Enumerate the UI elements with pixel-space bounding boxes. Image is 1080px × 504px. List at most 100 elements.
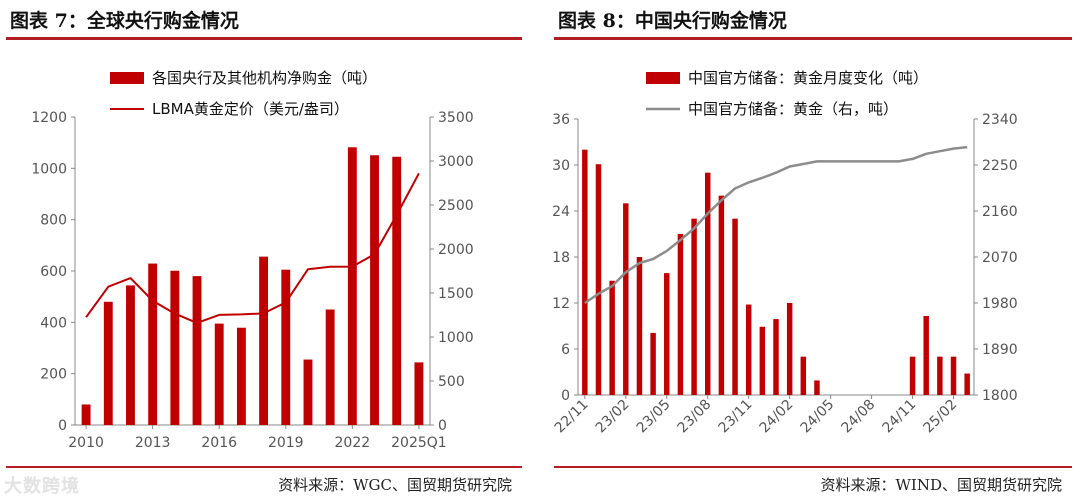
left-bar xyxy=(126,285,135,425)
left-x-tick-label: 2022 xyxy=(335,435,371,451)
right-bar xyxy=(909,356,916,395)
right-bar xyxy=(664,273,670,395)
right-bar xyxy=(691,218,697,395)
right-bar xyxy=(582,149,588,395)
left-legend-line-label: LBMA黄金定价（美元/盎司） xyxy=(152,100,349,118)
left-bar xyxy=(148,263,158,425)
right-y-right-tick-label: 2340 xyxy=(982,112,1018,128)
bottom-rule-left xyxy=(6,466,522,468)
right-legend-bar-swatch xyxy=(646,72,680,84)
left-y-left-tick-label: 0 xyxy=(58,418,67,434)
right-y-right-tick-label: 2160 xyxy=(982,204,1018,220)
right-x-tick-label: 23/08 xyxy=(675,397,715,437)
left-x-tick-label: 2010 xyxy=(68,435,104,451)
right-bar xyxy=(595,164,602,395)
right-x-tick-label: 22/11 xyxy=(552,397,592,437)
left-y-right-tick-label: 1500 xyxy=(438,286,474,302)
left-bar xyxy=(414,362,424,425)
right-bar xyxy=(786,303,793,395)
left-bar xyxy=(281,269,291,425)
chart-title-left: 图表 7：全球央行购金情况 xyxy=(10,10,239,32)
right-bar xyxy=(704,172,711,395)
left-bar xyxy=(236,327,246,425)
left-y-right-tick-label: 500 xyxy=(438,374,465,390)
left-y-right-tick-label: 2000 xyxy=(438,242,474,258)
left-y-right-tick-label: 3500 xyxy=(438,110,474,126)
left-panel: 图表 7：全球央行购金情况 0 200 400 600 800 1000 1200 0 500 1… xyxy=(0,0,530,504)
right-y-left-tick-label: 12 xyxy=(552,296,570,312)
right-line-series xyxy=(584,145,968,305)
right-x-tick-label: 24/08 xyxy=(839,397,879,437)
right-x-tick-label: 25/02 xyxy=(920,397,960,437)
left-y-left-tick-label: 1000 xyxy=(31,161,67,177)
right-bar xyxy=(759,326,766,395)
right-x-tick-label: 24/02 xyxy=(757,397,797,437)
left-bar xyxy=(392,156,402,425)
right-y-right-tick-label: 1890 xyxy=(982,342,1018,358)
left-y-left-tick-label: 800 xyxy=(40,213,67,229)
right-y-left-tick-label: 6 xyxy=(561,342,570,358)
right-bar xyxy=(609,280,615,395)
right-bar xyxy=(950,356,957,395)
left-bar xyxy=(81,404,91,425)
left-legend-bar-label: 各国央行及其他机构净购金（吨） xyxy=(152,69,377,87)
right-y-left-tick-label: 36 xyxy=(552,112,570,128)
left-x-tick-label: 2016 xyxy=(201,435,237,451)
watermark-logo: 大数跨境 xyxy=(4,476,80,497)
left-bar xyxy=(370,155,379,425)
right-x-tick-label: 23/02 xyxy=(593,397,633,437)
left-bar xyxy=(325,309,335,425)
right-x-tick-label: 23/05 xyxy=(634,397,674,437)
right-legend-line-label: 中国官方储备：黄金（右，吨） xyxy=(688,100,898,118)
right-bar xyxy=(937,356,943,395)
left-y-right-tick-label: 1000 xyxy=(438,330,474,346)
source-note-right: 资料来源：WIND、国贸期货研究院 xyxy=(820,476,1063,494)
right-panel: 图表 8：中国央行购金情况 0 6 12 18 24 30 36 1800 1890 1980 20… xyxy=(548,0,1080,504)
chart-title-right: 图表 8：中国央行购金情况 xyxy=(558,10,787,32)
right-y-right-tick-label: 1980 xyxy=(982,296,1018,312)
right-x-tick-label: 23/11 xyxy=(716,397,756,437)
right-bar xyxy=(636,257,643,395)
title-rule-left xyxy=(6,37,522,40)
source-note-left: 资料来源：WGC、国贸期货研究院 xyxy=(278,476,512,494)
right-bar xyxy=(677,234,684,395)
left-bar xyxy=(103,301,113,425)
left-bar xyxy=(259,256,269,425)
left-bar xyxy=(214,323,224,425)
title-rule-right xyxy=(554,37,1072,40)
right-bar xyxy=(745,304,752,395)
left-bar xyxy=(192,276,202,425)
right-y-left-tick-label: 18 xyxy=(552,250,570,266)
right-y-left-tick-label: 0 xyxy=(561,388,570,404)
right-bar xyxy=(650,332,656,395)
left-y-right-tick-label: 3000 xyxy=(438,154,474,170)
right-bar xyxy=(800,356,807,395)
right-legend-bar-label: 中国官方储备：黄金月度变化（吨） xyxy=(688,69,928,87)
right-x-tick-label: 24/11 xyxy=(880,397,920,437)
right-y-right-tick-label: 2250 xyxy=(982,158,1018,174)
right-bar xyxy=(732,218,738,395)
china-central-bank-gold-chart: 0 6 12 18 24 30 36 1800 1890 1980 2070 2160 2250 2340… xyxy=(552,69,1018,437)
right-bar xyxy=(623,203,629,395)
left-y-right-tick-label: 0 xyxy=(438,418,447,434)
left-bar xyxy=(170,270,180,425)
right-y-left-tick-label: 24 xyxy=(552,204,570,220)
right-bar xyxy=(773,319,779,395)
left-x-tick-label: 2019 xyxy=(268,435,304,451)
left-y-right-tick-label: 2500 xyxy=(438,198,474,214)
global-central-bank-gold-chart: 0 200 400 600 800 1000 1200 0 500 1000 1500 2000 250… xyxy=(31,69,474,451)
left-bar xyxy=(303,359,313,425)
right-y-right-tick-label: 2070 xyxy=(982,250,1018,266)
left-x-tick-label: 2025Q1 xyxy=(391,435,447,451)
right-y-left-tick-label: 30 xyxy=(552,158,570,174)
left-y-left-tick-label: 1200 xyxy=(31,110,67,126)
right-bar xyxy=(718,195,725,395)
right-y-right-tick-label: 1800 xyxy=(982,388,1018,404)
right-bar xyxy=(814,380,820,395)
left-x-tick-label: 2013 xyxy=(135,435,171,451)
bottom-rule-right xyxy=(554,466,1072,468)
left-legend-bar-swatch xyxy=(110,72,144,84)
left-y-left-tick-label: 600 xyxy=(40,264,67,280)
right-bar xyxy=(923,316,929,395)
left-bar xyxy=(347,147,357,425)
